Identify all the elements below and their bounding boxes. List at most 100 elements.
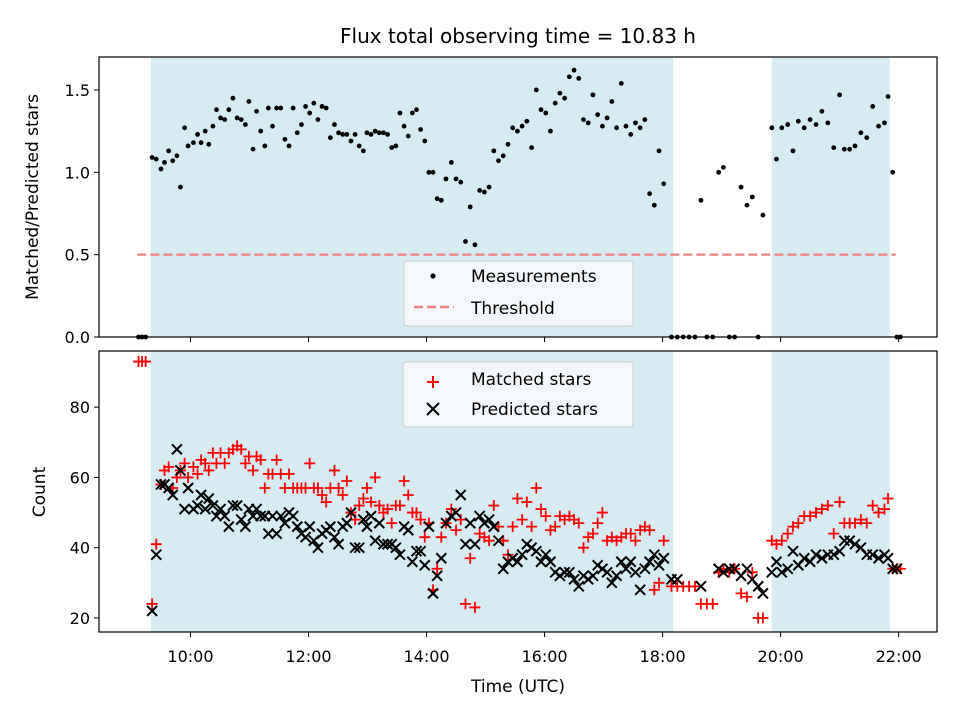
y-tick-label: 0.5 xyxy=(65,246,90,265)
measurement-point xyxy=(581,117,586,122)
measurement-point xyxy=(332,122,337,127)
matched-star-marker xyxy=(415,514,427,526)
matched-star-marker xyxy=(507,521,519,533)
measurement-point xyxy=(311,100,317,106)
predicted-star-marker xyxy=(643,556,656,568)
measurement-point xyxy=(720,164,726,170)
matched-star-marker xyxy=(316,489,328,501)
matched-star-marker xyxy=(146,598,158,610)
measurement-point xyxy=(590,92,596,98)
top-legend-box xyxy=(403,260,634,327)
predicted-star-marker xyxy=(299,531,312,543)
matched-star-marker xyxy=(435,531,447,543)
matched-star-marker xyxy=(735,587,747,599)
bottom-y-axis-label: Count xyxy=(30,466,50,517)
measurement-point xyxy=(198,140,204,146)
matched-star-marker xyxy=(353,500,365,512)
matched-star-marker xyxy=(878,503,890,515)
measurement-point xyxy=(807,117,813,122)
measurement-point xyxy=(286,143,292,149)
measurement-point xyxy=(265,105,271,111)
matched-star-marker xyxy=(707,598,719,610)
matched-star-marker xyxy=(573,517,585,529)
matched-star-marker xyxy=(689,580,701,592)
measurement-point xyxy=(477,188,483,193)
matched-star-marker xyxy=(235,443,247,455)
matched-star-marker xyxy=(483,535,495,547)
measurement-point xyxy=(185,143,191,149)
measurement-point xyxy=(738,184,744,190)
measurement-point xyxy=(661,181,667,187)
x-tick-label: 20:00 xyxy=(758,647,804,666)
matched-star-marker xyxy=(792,517,804,529)
measurement-point xyxy=(238,117,244,122)
matched-star-marker xyxy=(521,496,533,508)
measurement-point xyxy=(831,145,837,150)
measurement-point xyxy=(716,169,722,175)
predicted-star-marker xyxy=(620,563,632,575)
measurement-point xyxy=(472,242,478,248)
measurement-point xyxy=(389,145,395,150)
bottom-legend: Matched stars Predicted stars xyxy=(402,361,634,428)
predicted-star-marker xyxy=(266,510,279,522)
matched-star-marker xyxy=(239,457,251,469)
legend-predicted-marker xyxy=(426,402,440,416)
predicted-star-marker xyxy=(606,577,618,589)
measurement-point xyxy=(623,123,629,129)
matched-star-marker xyxy=(182,471,194,483)
predicted-star-marker xyxy=(167,489,179,501)
measurement-point xyxy=(348,138,354,144)
matched-star-marker xyxy=(459,598,471,610)
predicted-star-marker xyxy=(218,510,231,522)
y-tick-label: 1.5 xyxy=(65,81,90,100)
matched-star-marker xyxy=(540,510,552,522)
matched-star-marker xyxy=(464,552,476,564)
measurement-point xyxy=(885,94,891,99)
measurement-point xyxy=(443,176,449,182)
matched-star-marker xyxy=(587,528,599,540)
measurement-point xyxy=(364,130,370,136)
predicted-star-marker xyxy=(291,520,303,533)
matched-star-marker xyxy=(163,461,175,473)
predicted-star-marker xyxy=(601,566,613,578)
measurement-point xyxy=(486,184,492,190)
measurement-point xyxy=(458,179,464,185)
matched-star-marker xyxy=(304,457,316,469)
predicted-star-marker xyxy=(440,517,452,529)
measurement-point xyxy=(149,155,155,160)
predicted-star-marker xyxy=(648,549,661,561)
measurement-point xyxy=(571,67,577,73)
predicted-star-marker xyxy=(162,482,175,494)
measurement-point xyxy=(250,146,256,152)
matched-star-marker xyxy=(271,454,283,466)
measurement-point xyxy=(294,130,300,136)
measurement-point xyxy=(170,158,176,164)
matched-star-marker xyxy=(469,601,481,613)
predicted-star-marker xyxy=(639,563,651,575)
measurement-point xyxy=(870,104,876,109)
matched-star-marker xyxy=(816,503,828,515)
chart-title: Flux total observing time = 10.83 h xyxy=(340,24,696,48)
measurement-point xyxy=(882,120,887,126)
predicted-star-marker xyxy=(199,503,211,515)
measurement-point xyxy=(524,118,530,124)
matched-star-marker xyxy=(398,475,410,487)
measurement-point xyxy=(336,130,341,136)
predicted-star-marker xyxy=(328,531,341,543)
measurement-point xyxy=(637,125,643,131)
predicted-star-marker xyxy=(469,538,481,550)
predicted-star-marker xyxy=(787,545,799,557)
matched-star-marker xyxy=(516,514,528,526)
measurement-point xyxy=(491,148,497,154)
measurement-point xyxy=(434,196,440,202)
measurement-point xyxy=(218,115,223,121)
measurement-point xyxy=(234,115,240,121)
predicted-star-marker xyxy=(776,566,788,578)
measurement-point xyxy=(599,123,605,129)
measurement-point xyxy=(510,125,516,131)
y-tick-label: 80 xyxy=(70,398,90,417)
measurement-point xyxy=(376,130,382,136)
x-tick-label: 14:00 xyxy=(403,647,449,666)
measurement-point xyxy=(191,140,196,146)
predicted-star-marker xyxy=(843,534,856,547)
